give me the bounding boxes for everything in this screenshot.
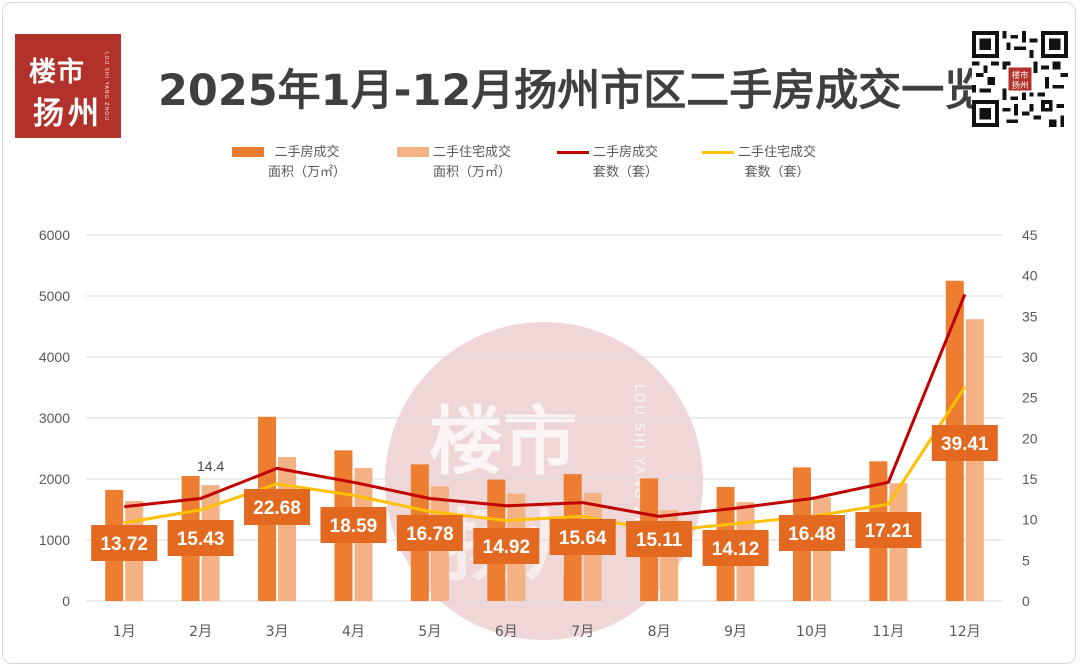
legend-swatch-2 [397,147,429,157]
data-label: 14.92 [483,537,531,558]
x-tick-label: 10月 [796,624,828,640]
data-label: 15.11 [636,530,683,551]
x-tick-label: 11月 [872,624,904,640]
y-right-tick-label: 15 [1022,471,1038,487]
y-left-tick-label: 3000 [39,410,70,426]
y-left-tick-label: 1000 [39,532,70,548]
y-right-tick-label: 25 [1022,390,1038,406]
y-right-tick-label: 20 [1022,430,1038,446]
legend-label-4: 二手住宅成交 套数（套） [738,143,816,183]
line-residential-area [123,386,967,533]
x-tick-label: 3月 [266,624,289,640]
data-label-box [778,515,845,551]
legend-label-1: 二手房成交面积（万㎡） [268,143,346,183]
brand-logo: 楼市 扬州 LOU SHI YANG ZHOU [15,34,121,138]
data-label: 15.64 [559,528,607,549]
qr-code-icon: 楼市 扬州 [972,31,1068,127]
data-label-box [702,530,769,566]
y-right-tick-label: 10 [1022,512,1038,528]
data-label-box [473,528,540,564]
data-label: 22.68 [253,498,301,519]
legend-label-line2: 面积（万㎡） [433,165,512,180]
y-right-tick-label: 35 [1022,308,1038,324]
data-label: 39.41 [941,434,989,455]
data-label: 14.12 [712,539,760,560]
y-right-tick-label: 30 [1022,349,1038,365]
data-label-box [855,512,922,548]
y-left-tick-label: 0 [62,593,70,609]
line-total-area [124,293,967,518]
legend-label-line1: 二手住宅成交 [433,145,512,160]
x-tick-label: 6月 [495,624,518,640]
legend-label-line2: 面积（万㎡） [268,165,347,180]
legend-label-line1: 二手房成交 [274,145,340,160]
legend-label-2: 二手住宅成交 面积（万㎡） [433,143,511,183]
y-left-tick-label: 6000 [39,227,70,243]
legend-label-line1: 二手住宅成交 [738,145,817,160]
data-label: 15.43 [177,529,225,550]
x-tick-label: 1月 [113,624,136,640]
legend-label-line2: 套数（套） [744,165,810,180]
legend-label-line2: 套数（套） [593,165,659,180]
annotation-label: 14.4 [197,458,224,474]
logo-line2: 扬州 [33,96,103,132]
svg-text:楼市: 楼市 [1012,70,1029,80]
x-tick-label: 2月 [189,624,212,640]
y-right-tick-label: 5 [1022,552,1030,568]
page-title: 2025年1月-12月扬州市区二手房成交一览 [158,66,988,116]
y-left-tick-label: 2000 [39,471,70,487]
y-left-tick-label: 4000 [39,349,70,365]
data-label-box [91,525,158,561]
data-label-box [244,489,311,525]
svg-text:扬州: 扬州 [1012,80,1029,90]
legend-swatch-4 [702,151,734,154]
bar-residential [278,457,297,601]
y-right-tick-label: 40 [1022,268,1038,284]
data-label-box [549,519,616,555]
chart-legend: 二手房成交 面积（万㎡） 二手住宅成交 面积（万㎡） 二手房成交 套数（套） 二手住宅成交套… [232,143,932,185]
data-label-box [626,521,693,557]
data-label-box [320,507,387,543]
logo-line1: 楼市 [29,57,85,88]
legend-label-3: 二手房成交套数（套） [593,143,658,183]
x-tick-label: 5月 [418,624,441,640]
data-label: 17.21 [865,521,913,542]
y-left-tick-label: 5000 [39,288,70,304]
data-label: 16.48 [788,524,836,545]
x-tick-label: 7月 [571,624,594,640]
data-label-box [396,515,463,551]
x-tick-label: 8月 [648,624,671,640]
x-tick-label: 9月 [724,624,747,640]
data-label: 13.72 [100,534,148,555]
legend-label-line1: 二手房成交 [593,145,659,160]
y-right-tick-label: 45 [1022,227,1038,243]
data-label: 16.78 [406,524,454,545]
logo-sub: LOU SHI YANG ZHOU [103,52,109,121]
y-right-tick-label: 0 [1022,593,1030,609]
data-label-box [931,425,998,461]
watermark-line1: 楼市 [429,399,577,485]
x-tick-label: 4月 [342,624,365,640]
data-label-box [167,520,234,556]
legend-swatch-3 [557,151,589,154]
data-label: 18.59 [330,516,378,537]
legend-swatch-1 [232,147,264,157]
x-tick-label: 12月 [949,624,981,640]
